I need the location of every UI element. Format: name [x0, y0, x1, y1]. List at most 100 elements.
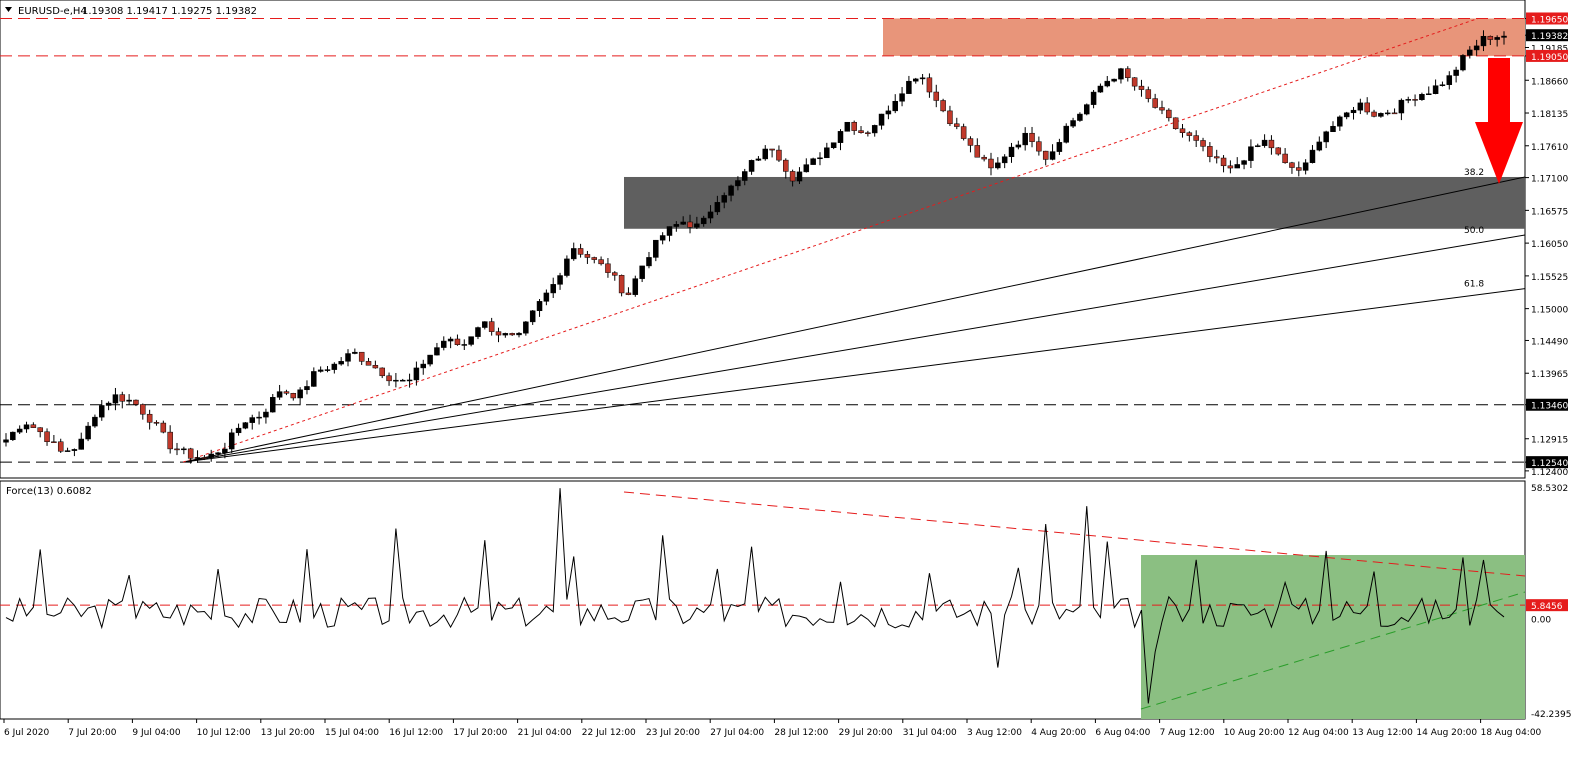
price-tick-label: 1.12400	[1531, 468, 1568, 478]
bull-candle	[242, 422, 249, 429]
bear-candle	[1172, 117, 1179, 130]
bear-candle	[365, 361, 372, 366]
indicator-panel[interactable]	[0, 488, 1525, 719]
bear-candle	[783, 159, 789, 172]
bull-candle	[10, 431, 16, 441]
bull-candle	[475, 327, 481, 337]
time-tick-label: 13 Jul 20:00	[261, 728, 315, 738]
bear-candle	[358, 351, 365, 362]
bull-candle	[112, 394, 119, 404]
bull-candle	[995, 162, 1001, 169]
bear-candle	[1131, 77, 1138, 87]
bull-candle	[810, 158, 816, 165]
bull-candle	[1480, 35, 1487, 47]
current-price-tag	[1526, 29, 1568, 42]
bear-candle	[591, 257, 598, 260]
bull-candle	[1309, 149, 1316, 163]
time-tick-label: 13 Aug 12:00	[1352, 728, 1413, 738]
level-tag-label: 1.19650	[1531, 15, 1568, 25]
bull-candle	[1104, 80, 1111, 87]
bull-candle	[3, 439, 9, 443]
bear-candle	[612, 272, 618, 276]
bull-candle	[906, 80, 912, 94]
bear-candle	[146, 413, 153, 423]
bull-candle	[700, 217, 707, 225]
bull-candle	[803, 164, 810, 173]
price-tick-label: 1.15525	[1531, 273, 1568, 283]
bull-candle	[557, 275, 563, 285]
bull-candle	[1008, 146, 1015, 157]
bull-candle	[235, 427, 242, 434]
bear-candle	[133, 399, 139, 405]
bear-candle	[140, 404, 146, 415]
bull-candle	[1453, 69, 1459, 76]
bull-candle	[208, 453, 214, 458]
bull-candle	[1343, 112, 1350, 118]
bull-candle	[1111, 78, 1117, 82]
price-tick-label: 1.16575	[1531, 207, 1568, 217]
time-tick-label: 23 Jul 20:00	[646, 728, 700, 738]
bear-candle	[488, 321, 495, 332]
collapse-triangle-icon[interactable]	[5, 7, 12, 12]
bear-candle	[1289, 162, 1295, 168]
bull-candle	[523, 321, 529, 334]
time-tick-label: 9 Jul 04:00	[132, 728, 181, 738]
bull-candle	[16, 428, 23, 433]
bull-candle	[659, 235, 666, 241]
bull-candle	[338, 361, 344, 365]
bull-candle	[194, 457, 201, 459]
price-tick-label: 1.17610	[1531, 143, 1568, 153]
bull-candle	[707, 211, 714, 219]
price-tick-label: 1.19185	[1531, 44, 1568, 54]
bear-candle	[851, 121, 857, 131]
bear-candle	[372, 365, 379, 369]
main-panel-frame	[0, 0, 1526, 479]
time-tick-label: 10 Jul 12:00	[197, 728, 251, 738]
time-tick-label: 27 Jul 04:00	[710, 728, 764, 738]
bull-candle	[871, 125, 878, 134]
bear-candle	[1371, 111, 1377, 117]
bull-candle	[1302, 162, 1309, 171]
trend-line	[182, 18, 1479, 463]
bull-candle	[837, 131, 844, 143]
bull-candle	[1118, 68, 1124, 80]
bear-candle	[1152, 98, 1158, 108]
fib-label: 50.0	[1464, 226, 1484, 236]
down-arrow-icon	[1475, 58, 1523, 184]
bear-candle	[167, 431, 173, 450]
bear-candle	[960, 126, 967, 139]
bull-candle	[1473, 45, 1480, 51]
bear-candle	[577, 248, 584, 255]
bear-candle	[1282, 153, 1288, 164]
price-tick-label: 1.12915	[1531, 436, 1568, 446]
price-tick-label: 1.18135	[1531, 110, 1568, 120]
bull-candle	[64, 450, 71, 452]
bull-candle	[721, 195, 727, 203]
resistance-zone	[883, 18, 1525, 56]
bear-candle	[379, 367, 385, 377]
bull-candle	[1056, 142, 1063, 152]
bear-candle	[1213, 156, 1220, 159]
bull-candle	[536, 301, 543, 312]
bear-candle	[509, 333, 515, 336]
price-panel[interactable]: 38.2 50.0 61.8	[0, 17, 1525, 464]
ohlc-readout: 1.19308 1.19417 1.19275 1.19382	[82, 6, 257, 17]
level-tag	[1526, 12, 1568, 25]
bear-candle	[51, 441, 57, 443]
bull-candle	[181, 448, 187, 451]
bull-candle	[762, 148, 769, 160]
bull-candle	[420, 363, 427, 369]
bull-candle	[673, 224, 680, 227]
bear-candle	[981, 156, 987, 160]
fib-fan-line	[182, 234, 1525, 463]
bull-candle	[1323, 131, 1329, 143]
bear-candle	[30, 424, 37, 428]
bull-candle	[1337, 116, 1343, 127]
bear-candle	[947, 110, 953, 125]
bull-candle	[406, 379, 413, 382]
bear-candle	[1186, 132, 1193, 136]
bull-candle	[1261, 139, 1268, 146]
